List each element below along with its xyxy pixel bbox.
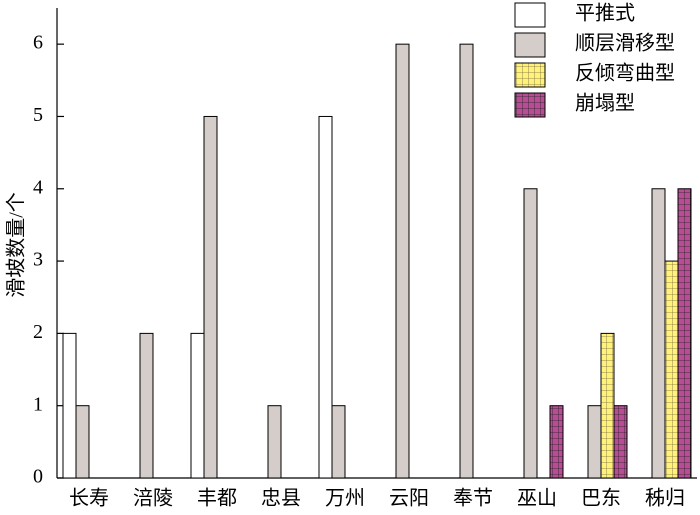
legend-label: 顺层滑移型 (575, 32, 675, 55)
y-tick-label: 6 (33, 32, 43, 54)
bar (677, 188, 692, 479)
x-tick-label: 涪陵 (133, 487, 173, 510)
y-tick-label: 3 (33, 249, 43, 271)
bar (395, 43, 410, 479)
x-tick-label: 奉节 (453, 487, 493, 510)
y-tick-label: 4 (33, 176, 43, 198)
x-tick-label: 丰都 (197, 487, 237, 510)
bar (664, 260, 679, 479)
bar (549, 405, 564, 479)
x-tick-label: 云阳 (389, 487, 429, 510)
bar (651, 188, 666, 479)
bar (318, 115, 333, 479)
legend-label: 反倾弯曲型 (575, 62, 675, 85)
y-tick-label: 2 (33, 321, 43, 343)
bar (600, 332, 615, 479)
legend-label: 崩塌型 (575, 92, 635, 115)
y-tick-label: 5 (33, 104, 43, 126)
x-tick-label: 巴东 (581, 487, 621, 510)
bar (62, 332, 77, 479)
y-tick-label: 0 (33, 466, 43, 488)
x-tick-label: 万州 (325, 488, 365, 510)
x-tick-label: 忠县 (261, 487, 301, 510)
x-tick-label: 长寿 (69, 487, 109, 510)
bar (267, 405, 282, 479)
legend-swatch (514, 2, 546, 28)
legend-label: 平推式 (575, 2, 635, 25)
x-tick-label: 秭归 (645, 487, 685, 510)
bar (331, 405, 346, 479)
bar (613, 405, 628, 479)
legend-swatch (514, 62, 546, 88)
x-tick-label: 巫山 (517, 487, 557, 510)
bar (523, 188, 538, 479)
bar (190, 332, 205, 479)
y-tick-label: 1 (33, 393, 43, 415)
bar (459, 43, 474, 479)
legend-swatch (514, 32, 546, 58)
bar (587, 405, 602, 479)
bar (75, 405, 90, 479)
bar (139, 332, 154, 479)
legend-swatch (514, 92, 546, 118)
y-axis-label: 滑坡数量/个 (5, 192, 28, 298)
bar (203, 115, 218, 479)
